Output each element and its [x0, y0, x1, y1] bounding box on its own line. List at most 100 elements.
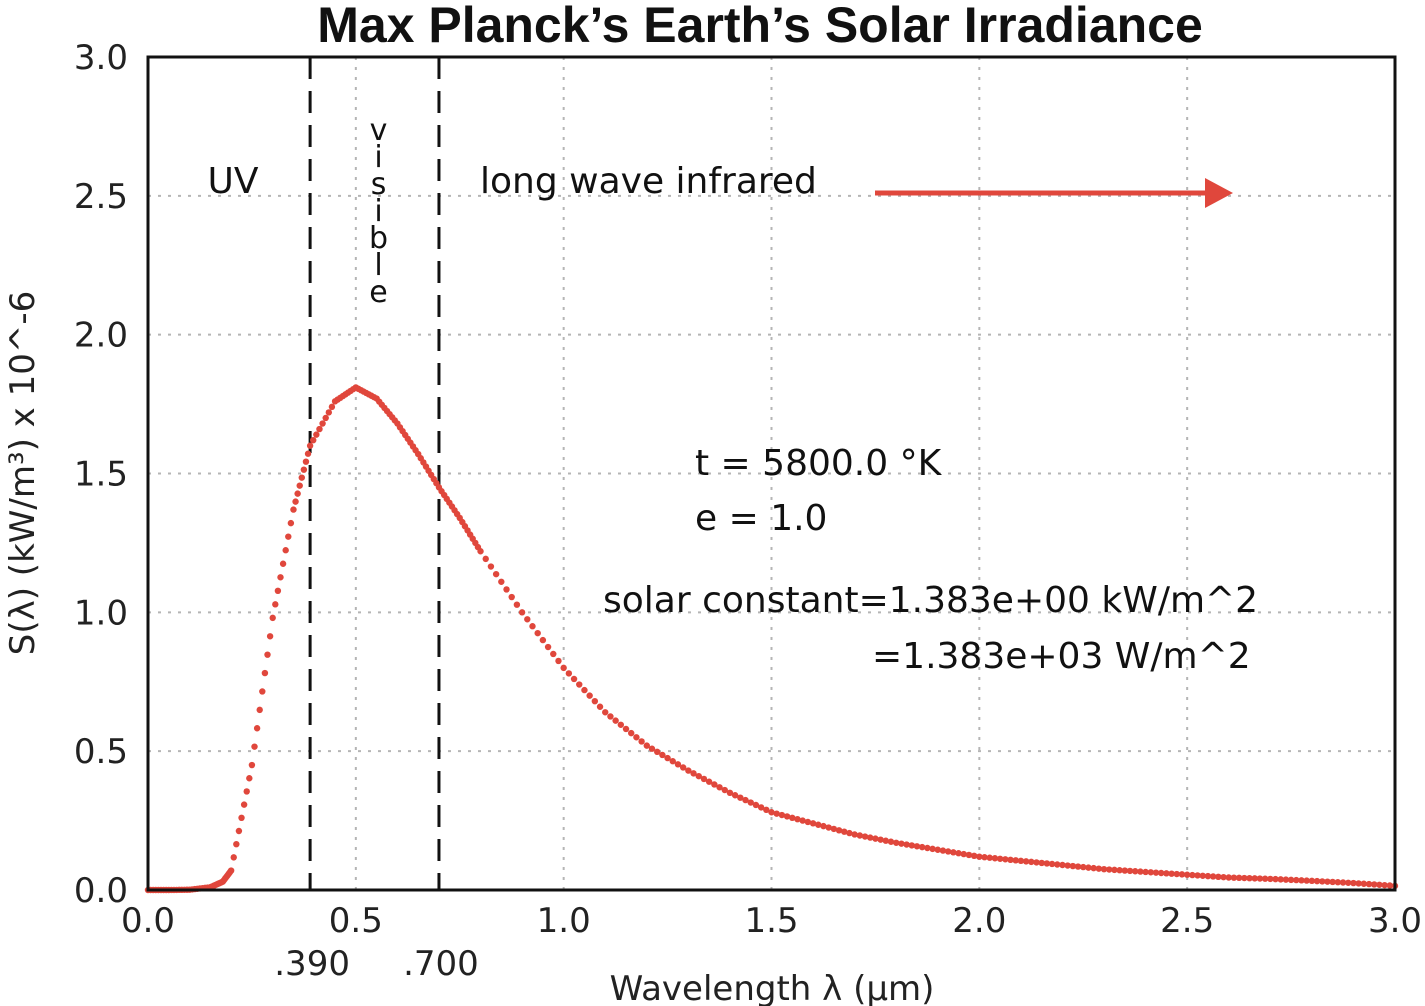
data-point	[898, 840, 905, 847]
data-point	[731, 792, 739, 799]
data-point	[773, 810, 780, 817]
data-point	[841, 828, 848, 835]
wavelength-marker-label: .700	[403, 944, 479, 984]
data-point	[1043, 860, 1051, 867]
data-point	[1204, 872, 1212, 880]
data-point	[1064, 862, 1071, 869]
plot-frame	[146, 55, 1397, 892]
data-point	[1230, 874, 1238, 881]
data-point	[243, 788, 250, 795]
data-point	[617, 721, 625, 728]
data-point	[1100, 865, 1108, 873]
data-point	[1282, 876, 1290, 883]
data-point	[965, 851, 973, 859]
data-point	[1287, 876, 1295, 884]
visible-label-letter: i	[374, 140, 382, 175]
data-point	[1168, 870, 1175, 877]
data-point	[638, 738, 645, 745]
data-point	[1241, 874, 1248, 882]
y-tick-label: 0.0	[74, 871, 128, 911]
data-point	[996, 855, 1004, 862]
data-point	[310, 436, 317, 444]
y-tick-label: 0.5	[74, 732, 128, 772]
data-point	[1194, 872, 1201, 879]
data-point	[986, 854, 993, 861]
data-point	[534, 629, 541, 637]
data-point	[1002, 856, 1009, 863]
data-point	[659, 751, 666, 759]
data-point	[1235, 874, 1243, 882]
data-point	[1137, 868, 1144, 875]
data-point	[877, 836, 884, 843]
data-point	[482, 555, 489, 563]
data-point	[653, 748, 661, 756]
data-point	[1313, 877, 1321, 885]
data-point	[279, 560, 287, 567]
data-point	[1339, 879, 1347, 886]
chart-title: Max Planck’s Earth’s Solar Irradiance	[317, 0, 1203, 53]
data-point	[246, 775, 253, 782]
data-point	[633, 734, 640, 741]
data-point	[1355, 880, 1362, 887]
data-point	[1183, 871, 1191, 878]
data-point	[830, 825, 838, 833]
visible-label-letter: i	[374, 194, 382, 229]
data-point	[1298, 877, 1305, 884]
data-point	[1074, 863, 1082, 870]
x-axis-label: Wavelength λ (μm)	[610, 969, 935, 1006]
data-point	[1376, 881, 1383, 888]
data-point	[643, 742, 650, 749]
data-point	[1048, 860, 1056, 868]
data-point	[1095, 865, 1103, 872]
data-point	[887, 838, 895, 845]
data-point	[508, 593, 515, 601]
data-point	[924, 844, 931, 852]
data-point	[721, 786, 728, 794]
data-point	[251, 743, 258, 750]
x-tick-labels: 0.0 0.5 1.0 1.5 2.0 2.5 3.0	[121, 901, 1422, 941]
data-point	[325, 409, 333, 416]
data-point	[1132, 868, 1139, 875]
data-point	[955, 850, 962, 857]
temperature-annotation: t = 5800.0 °K	[695, 443, 943, 484]
y-axis-label: S(λ) (kW/m³) x 10^-6	[3, 291, 43, 655]
x-tick-label: 3.0	[1368, 901, 1422, 941]
data-point	[1085, 864, 1092, 871]
data-point	[235, 827, 243, 835]
data-point	[628, 729, 635, 737]
data-point	[1246, 874, 1253, 882]
data-point	[238, 814, 245, 822]
data-point	[503, 586, 510, 593]
data-point	[1054, 861, 1061, 868]
data-point	[529, 623, 536, 630]
data-point	[737, 794, 744, 801]
data-point	[477, 548, 484, 555]
data-point	[1152, 869, 1160, 876]
data-point	[513, 601, 521, 608]
data-point	[316, 425, 323, 433]
data-point	[1038, 859, 1045, 867]
data-point	[794, 815, 801, 823]
data-point	[1022, 858, 1030, 865]
data-point	[570, 675, 578, 683]
data-point	[248, 761, 256, 769]
data-point	[313, 431, 320, 438]
data-point	[586, 692, 593, 699]
data-point	[757, 804, 765, 811]
data-point	[1147, 869, 1154, 876]
data-point	[1199, 872, 1206, 879]
data-point	[1069, 862, 1077, 870]
data-point	[322, 414, 329, 422]
data-point	[1209, 873, 1217, 880]
data-point	[227, 867, 235, 874]
data-point	[929, 845, 936, 853]
data-point	[1215, 873, 1222, 881]
data-point	[763, 806, 770, 814]
data-point	[669, 758, 676, 765]
data-point	[300, 466, 308, 473]
data-point	[298, 474, 305, 481]
data-point	[302, 458, 310, 465]
data-point	[264, 651, 271, 658]
data-point	[872, 835, 879, 842]
